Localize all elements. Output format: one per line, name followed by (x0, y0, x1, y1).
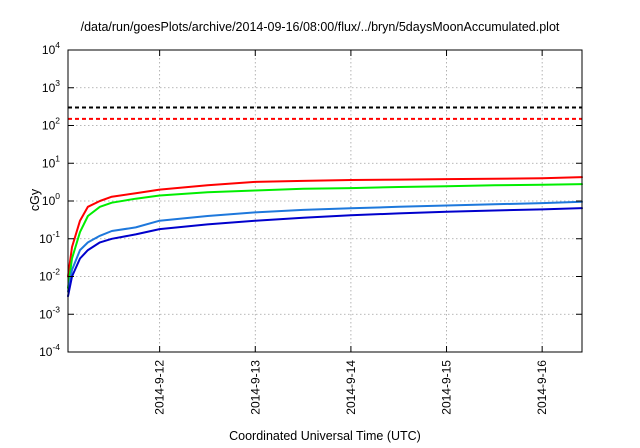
y-tick-base: 10 (42, 81, 56, 95)
y-tick-base: 10 (42, 43, 56, 57)
y-tick-exponent: -3 (52, 304, 60, 314)
series-line-5 (67, 200, 583, 293)
tick-labels: 10-410-310-210-11001011021031042014-9-12… (39, 40, 549, 415)
y-tick-base: 10 (39, 345, 53, 359)
x-tick-label: 2014-9-16 (535, 360, 549, 415)
series-line-4 (67, 183, 583, 289)
x-tick-label: 2014-9-15 (440, 360, 454, 415)
y-tick-exponent: 4 (55, 40, 60, 50)
series-line-6 (67, 207, 583, 298)
y-tick-label: 103 (42, 78, 60, 95)
chart-title: /data/run/goesPlots/archive/2014-09-16/0… (80, 20, 560, 34)
y-tick-exponent: -2 (52, 267, 60, 277)
y-tick-base: 10 (42, 194, 56, 208)
y-tick-label: 100 (42, 191, 60, 208)
y-tick-label: 10-2 (39, 267, 60, 284)
series-group (67, 106, 583, 298)
series-line-3 (67, 176, 583, 278)
y-tick-label: 10-4 (39, 342, 60, 359)
y-tick-label: 102 (42, 116, 60, 133)
y-tick-label: 10-3 (39, 304, 60, 321)
y-tick-exponent: 2 (55, 116, 60, 126)
ticks (68, 49, 582, 353)
y-tick-label: 10-1 (39, 229, 60, 246)
y-tick-exponent: -4 (52, 342, 60, 352)
y-tick-exponent: 3 (55, 78, 60, 88)
y-tick-exponent: -1 (52, 229, 60, 239)
x-tick-label: 2014-9-13 (248, 360, 262, 415)
y-axis-label: cGy (28, 188, 42, 212)
x-tick-label: 2014-9-12 (153, 360, 167, 415)
grid (68, 50, 582, 352)
y-tick-base: 10 (39, 232, 53, 246)
y-tick-base: 10 (39, 307, 53, 321)
y-tick-exponent: 0 (55, 191, 60, 201)
y-tick-base: 10 (42, 156, 56, 170)
x-axis-label: Coordinated Universal Time (UTC) (229, 429, 421, 443)
y-tick-label: 101 (42, 153, 60, 170)
y-tick-base: 10 (39, 270, 53, 284)
x-tick-label: 2014-9-14 (344, 360, 358, 415)
y-tick-label: 104 (42, 40, 60, 57)
y-tick-exponent: 1 (55, 153, 60, 163)
y-tick-base: 10 (42, 119, 56, 133)
